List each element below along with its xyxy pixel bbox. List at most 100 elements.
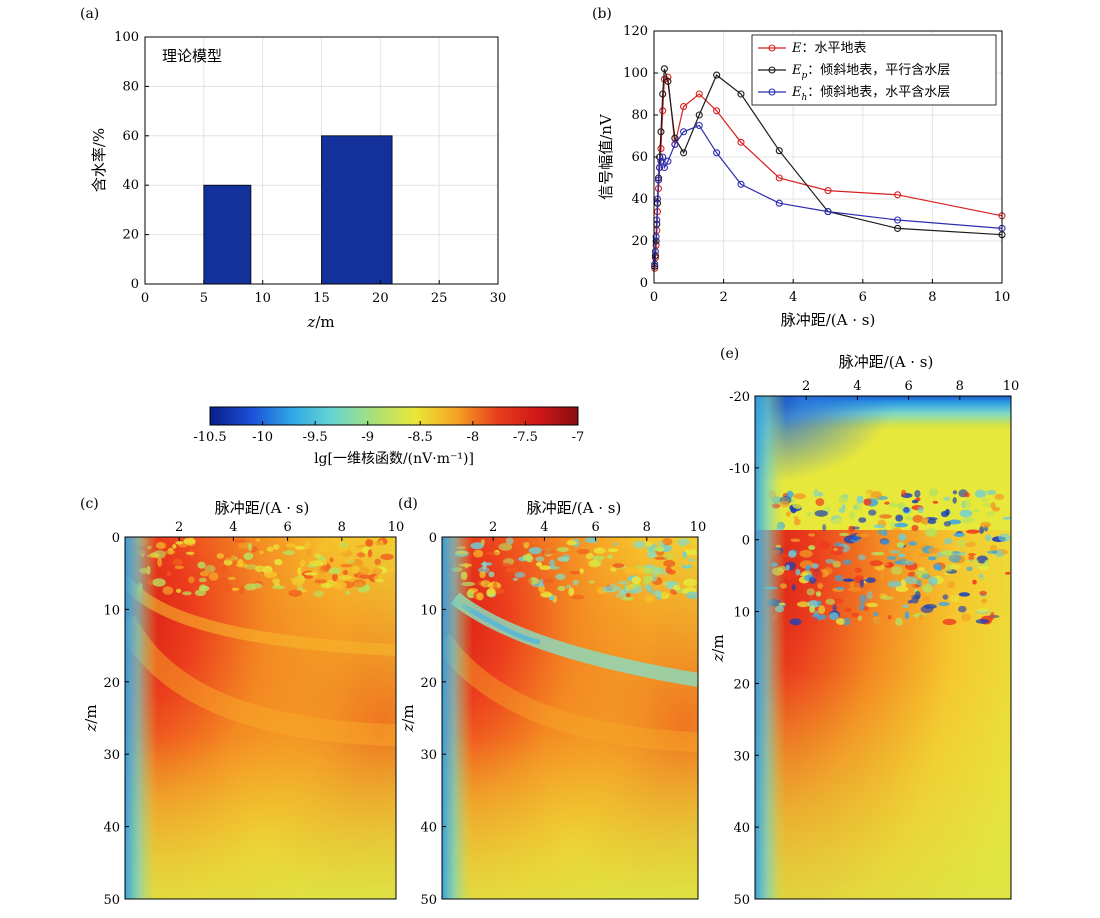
colorbar-tick-label: -9.5 <box>303 430 328 445</box>
panel-a-ytick-label: 0 <box>131 277 139 292</box>
heatmap-ytick-label: 40 <box>420 821 437 836</box>
legend-text: ：倾斜地表，平行含水层 <box>807 62 950 78</box>
panel-b-point <box>713 107 721 115</box>
panel-a-ylabel: 含水率/% <box>90 128 108 192</box>
legend-text: ：水平地表 <box>802 41 867 56</box>
panel-b-xtick-label: 0 <box>650 290 658 305</box>
heatmap-ytick-label: 0 <box>742 534 750 549</box>
panel-a-xtick-label: 10 <box>254 291 271 306</box>
panel-d-xlabel: 脉冲距/(A · s) <box>527 499 622 517</box>
panel-d-heatmap: 2 4 6 8 10 0 10 20 30 40 50 脉冲距/(A · s) z/m <box>399 499 706 908</box>
panel-b-point <box>671 140 679 148</box>
heatmap-ytick-label: 10 <box>420 603 437 618</box>
heatmap-ytick-label: 20 <box>103 676 120 691</box>
panel-a-bars <box>203 135 393 285</box>
panel-b-legend-entry-2: Eh：倾斜地表，水平含水层 <box>791 84 950 103</box>
colorbar-tick-label: -8 <box>467 430 480 445</box>
panel-b-point <box>657 145 665 153</box>
panel-label-e: (e) <box>720 346 739 362</box>
panel-a-xtick-label: 25 <box>431 291 448 306</box>
panel-b-legend-marker <box>768 44 776 52</box>
heatmap-ytick-label: 30 <box>420 748 437 763</box>
panel-a-annotation: 理论模型 <box>162 47 222 65</box>
panel-c-ticks: 2 4 6 8 10 0 10 20 30 40 50 <box>103 520 404 908</box>
panel-b-xtick-label: 8 <box>928 290 936 305</box>
panel-b-point <box>695 90 703 98</box>
panel-b-xtick-label: 2 <box>719 290 727 305</box>
panel-d-ylabel: z/m <box>399 704 417 732</box>
panel-b-point <box>657 157 665 165</box>
heatmap-xtick-label: 2 <box>175 520 183 535</box>
panel-b-point <box>775 147 783 155</box>
panel-b-legend-marker <box>768 88 776 96</box>
panel-b-xlabel: 脉冲距/(A · s) <box>781 311 876 329</box>
colorbar-frame <box>209 406 579 426</box>
heatmap-ytick-label: 40 <box>733 821 750 836</box>
heatmap-xtick-label: 6 <box>591 520 599 535</box>
panel-b-ytick-label: 20 <box>631 234 648 249</box>
colorbar-tick-label: -10.5 <box>193 430 226 445</box>
heatmap-ytick-label: 20 <box>733 677 750 692</box>
panel-a-bar <box>321 135 393 285</box>
heatmap-xtick-label: 4 <box>229 520 237 535</box>
panel-b-point <box>651 247 659 256</box>
panel-e-heatmap: 2 4 6 8 10 -20 -10 0 10 20 30 40 50 脉冲距/(A · s) z/m <box>709 353 1019 908</box>
panel-b-ytick-label: 0 <box>640 276 648 291</box>
legend-symbol: E <box>791 41 802 56</box>
colorbar-tick-label: -7 <box>572 430 585 445</box>
colorbar-tick-label: -9 <box>361 430 374 445</box>
panel-b-point <box>659 90 667 98</box>
panel-e-ylabel: z/m <box>709 634 727 662</box>
panel-b-legend-entry-0: E：水平地表 <box>791 41 867 56</box>
heatmap-xtick-label: 10 <box>1003 379 1020 394</box>
heatmap-xtick-label: 4 <box>540 520 548 535</box>
panel-b-ytick-label: 100 <box>623 66 648 81</box>
legend-subscript: p <box>802 71 808 81</box>
panel-b-series-line-0 <box>654 76 1003 269</box>
panel-a-ytick-label: 80 <box>122 79 139 94</box>
panel-b-point <box>654 176 663 184</box>
panel-a-xtick-label: 5 <box>200 291 208 306</box>
panel-b-point <box>737 90 745 98</box>
heatmap-ytick-label: 0 <box>429 531 437 546</box>
panel-b-series-line-2 <box>654 124 1003 265</box>
legend-subscript: h <box>802 93 808 103</box>
panel-b-point <box>659 107 667 115</box>
legend-symbol: E <box>791 63 802 78</box>
colorbar-cells <box>210 407 578 425</box>
panel-e-xlabel: 脉冲距/(A · s) <box>839 353 934 371</box>
colorbar-gradient <box>210 407 578 425</box>
panel-a-xtick-label: 15 <box>313 291 330 306</box>
colorbar: -10.5 -10 -9.5 -9 -8.5 -8 -7.5 -7 lg[一维核函数/(nV·… <box>193 406 585 467</box>
panel-a-ytick-label: 20 <box>122 228 139 243</box>
panel-b-point <box>664 157 672 165</box>
panel-b-point <box>713 71 721 79</box>
panel-b-point <box>680 128 688 136</box>
panel-b-point <box>894 224 902 232</box>
heatmap-xtick-label: 2 <box>802 379 810 394</box>
panel-b-point <box>657 128 665 136</box>
panel-b-point <box>680 149 688 157</box>
panel-b-ytick-label: 40 <box>631 192 648 207</box>
panel-d-plot-frame <box>441 536 699 900</box>
panel-b-legend-marker <box>768 66 776 74</box>
heatmap-ytick-label: 40 <box>103 821 120 836</box>
panel-b-point <box>656 163 664 172</box>
panel-b-xtick-label: 6 <box>859 290 867 305</box>
heatmap-ytick-label: 50 <box>420 893 437 908</box>
panel-b-ytick-label: 80 <box>631 108 648 123</box>
panel-b-ytick-label: 60 <box>631 150 648 165</box>
panel-b-legend-entry-1: Ep：倾斜地表，平行含水层 <box>791 62 950 81</box>
heatmap-xtick-label: 4 <box>853 379 861 394</box>
panel-c-heatmap: 2 4 6 8 10 0 10 20 30 40 50 脉冲距/(A · s) z/m <box>82 499 404 908</box>
panel-b-point <box>737 138 745 146</box>
panel-d-ticks: 2 4 6 8 10 0 10 20 30 40 50 <box>420 520 706 908</box>
panel-a-ytick-label: 40 <box>122 178 139 193</box>
panel-b-point <box>737 180 745 188</box>
panel-b-xtick-label: 4 <box>789 290 797 305</box>
colorbar-tick-label: -10 <box>252 430 273 445</box>
panel-c-plot-frame <box>124 536 397 900</box>
heatmap-ytick-label: 10 <box>103 603 120 618</box>
